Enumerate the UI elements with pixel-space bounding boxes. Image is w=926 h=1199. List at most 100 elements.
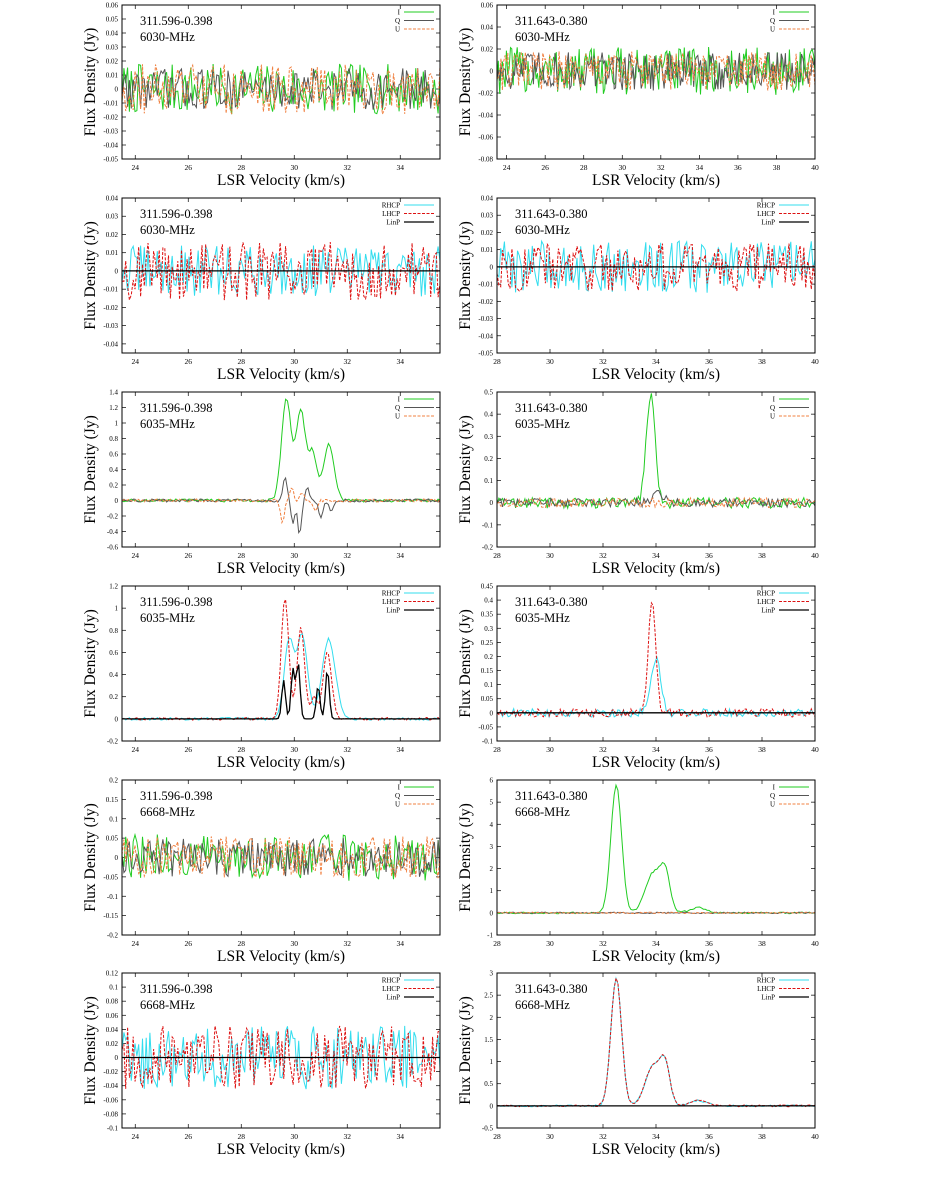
x-tick-label: 28 (238, 1132, 246, 1141)
y-tick-label: 0.35 (481, 611, 494, 619)
y-tick-label: -0.04 (103, 1082, 118, 1090)
y-tick-label: -0.05 (103, 873, 118, 881)
legend-label: LinP (761, 607, 775, 615)
plot-area (497, 46, 815, 95)
plot-frame (496, 972, 816, 1129)
x-axis-label: LSR Velocity (km/s) (217, 754, 345, 771)
series-u (497, 496, 815, 510)
series-u (497, 51, 815, 91)
source-label: 311.643-0.380 (515, 14, 587, 28)
legend-label: I (398, 784, 401, 792)
legend-label: U (770, 801, 775, 809)
y-tick-label: 0.5 (484, 389, 493, 397)
band-label: 6668-MHz (140, 998, 195, 1012)
x-tick-label: 26 (185, 1132, 193, 1141)
x-tick-label: 34 (652, 551, 660, 560)
y-tick-label: 0.02 (106, 1040, 119, 1048)
y-tick-label: -0.1 (107, 893, 119, 901)
x-tick-label: 24 (132, 939, 140, 948)
x-tick-label: 26 (185, 163, 193, 172)
legend-label: Q (395, 17, 400, 25)
x-tick-label: 30 (546, 745, 554, 754)
band-label: 6668-MHz (515, 998, 570, 1012)
y-tick-label: 0.04 (106, 30, 119, 38)
x-axis-label: LSR Velocity (km/s) (217, 172, 345, 189)
x-tick-label: 40 (811, 551, 819, 560)
y-tick-label: -0.01 (103, 286, 118, 294)
panel-11: -0.1 -0.08 -0.06 -0.04 -0.02 0 0.02 0.04 0.06 0.0… (82, 970, 441, 1158)
legend-label: LinP (761, 994, 775, 1002)
y-tick-label: 0.05 (481, 695, 494, 703)
y-tick-label: 0 (115, 715, 119, 723)
y-tick-label: 3 (490, 843, 494, 851)
x-tick-label: 30 (291, 939, 299, 948)
panel-7: -0.2 0 0.2 0.4 0.6 0.8 1 1.2 24 26 28 30 32 34 LSR Vel… (82, 583, 441, 771)
legend-label: RHCP (757, 590, 775, 598)
y-tick-label: 1 (490, 1058, 494, 1066)
series-lhcp (497, 243, 815, 292)
band-label: 6035-MHz (140, 611, 195, 625)
y-tick-label: 6 (490, 777, 494, 785)
y-tick-label: 0.06 (106, 2, 119, 10)
legend: IQU (770, 784, 809, 809)
y-tick-label: -0.06 (478, 134, 493, 142)
y-tick-label: 0 (115, 1054, 119, 1062)
x-tick-label: 24 (132, 163, 140, 172)
x-axis-label: LSR Velocity (km/s) (592, 1141, 720, 1158)
x-axis-label: LSR Velocity (km/s) (592, 560, 720, 577)
x-tick-label: 32 (344, 745, 352, 754)
x-tick-label: 38 (758, 939, 766, 948)
legend-label: LHCP (382, 985, 400, 993)
y-tick-label: 4 (490, 821, 494, 829)
y-tick-label: -0.04 (478, 332, 493, 340)
y-tick-label: -0.01 (103, 100, 118, 108)
y-tick-label: 0.4 (109, 671, 118, 679)
y-tick-label: 0.4 (109, 466, 118, 474)
y-tick-label: 0.04 (106, 195, 119, 203)
y-tick-label: 0.05 (106, 835, 119, 843)
y-axis-label: Flux Density (Jy) (457, 996, 474, 1105)
y-tick-label: 0.02 (481, 46, 494, 54)
panel-4: -0.05 -0.04 -0.03 -0.02 -0.01 0 0.01 0.02 0.03 0.… (457, 195, 819, 384)
x-tick-label: 26 (185, 939, 193, 948)
y-tick-label: 0.25 (481, 639, 494, 647)
y-tick-label: 5 (490, 799, 494, 807)
y-tick-label: 0 (490, 68, 494, 76)
x-tick-label: 28 (493, 357, 501, 366)
y-tick-label: -0.01 (478, 281, 493, 289)
y-tick-label: 0.03 (106, 44, 119, 52)
legend: IQU (395, 396, 434, 421)
y-tick-label: 0.02 (106, 58, 119, 66)
x-tick-label: 34 (652, 1132, 660, 1141)
source-label: 311.643-0.380 (515, 207, 587, 221)
y-axis-label: Flux Density (Jy) (82, 996, 99, 1105)
y-tick-label: 0.02 (106, 231, 119, 239)
y-tick-label: 0.1 (484, 681, 493, 689)
y-tick-label: 0.2 (109, 482, 118, 490)
x-tick-label: 36 (734, 163, 742, 172)
y-tick-label: 0 (115, 86, 119, 94)
y-tick-label: 0.04 (481, 24, 494, 32)
y-tick-label: -0.08 (103, 1110, 118, 1118)
y-axis-label: Flux Density (Jy) (457, 609, 474, 718)
legend-label: I (398, 396, 401, 404)
series-q (122, 476, 440, 535)
x-tick-label: 32 (599, 1132, 607, 1141)
plot-frame (121, 197, 441, 354)
y-tick-label: -0.1 (482, 521, 494, 529)
y-tick-label: 0.4 (484, 411, 493, 419)
y-tick-label: 0.2 (109, 777, 118, 785)
y-tick-label: 0 (490, 1102, 494, 1110)
panel-5: -0.6 -0.4 -0.2 0 0.2 0.4 0.6 0.8 1 1.2 1.4 24 26 28 30… (82, 389, 441, 577)
series-lhcp (122, 1025, 440, 1089)
y-tick-label: 2 (490, 865, 494, 873)
series-q (497, 489, 815, 509)
x-tick-label: 38 (773, 163, 781, 172)
plot-frame (496, 4, 816, 160)
series-rhcp (122, 1025, 440, 1090)
y-tick-label: 0.3 (484, 625, 493, 633)
